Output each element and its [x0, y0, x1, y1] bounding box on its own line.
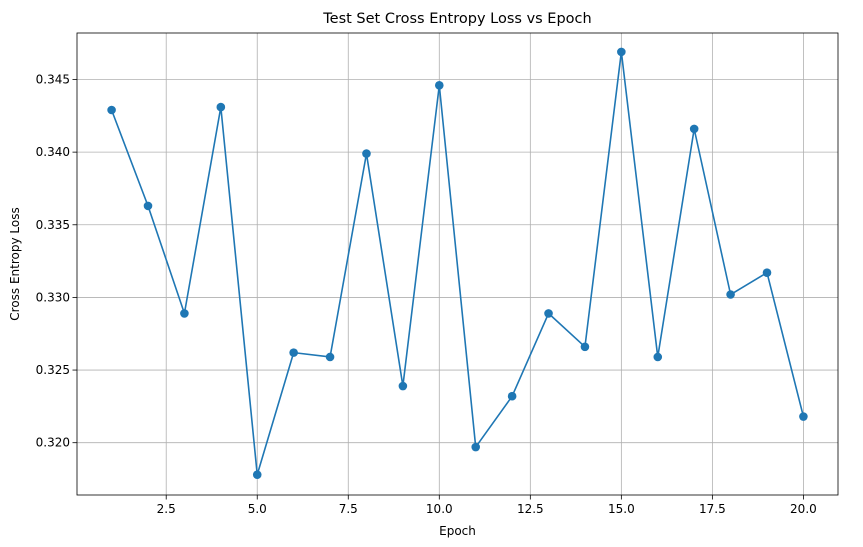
x-tick-label: 17.5 — [699, 502, 726, 516]
data-point — [252, 470, 262, 479]
y-axis-ticks: 0.320 0.325 0.330 0.335 0.340 0.345 — [36, 72, 77, 450]
data-point — [398, 381, 408, 391]
chart-title: Test Set Cross Entropy Loss vs Epoch — [322, 11, 591, 27]
x-tick-label: 15.0 — [608, 502, 635, 516]
data-point — [471, 442, 481, 452]
data-point — [762, 268, 772, 278]
data-point — [107, 105, 116, 115]
x-tick-label: 20.0 — [790, 502, 817, 516]
data-point — [325, 352, 335, 362]
x-tick-label: 2.5 — [157, 502, 176, 516]
y-tick-label: 0.320 — [36, 436, 70, 450]
y-tick-label: 0.340 — [36, 145, 70, 159]
data-point — [544, 309, 553, 318]
x-tick-label: 10.0 — [426, 502, 453, 516]
data-point — [580, 342, 590, 352]
data-point — [180, 309, 189, 318]
data-point — [617, 47, 626, 57]
data-point — [726, 290, 735, 299]
grid-lines — [77, 33, 838, 495]
data-point — [799, 412, 808, 421]
y-tick-label: 0.345 — [36, 72, 70, 86]
series-layer — [107, 47, 808, 479]
series-line — [110, 51, 805, 476]
x-axis-label: Epoch — [439, 524, 476, 538]
data-point — [689, 124, 699, 134]
data-point — [434, 81, 444, 90]
x-tick-label: 12.5 — [517, 502, 544, 516]
x-tick-label: 7.5 — [339, 502, 358, 516]
x-axis-ticks: 2.5 5.0 7.5 10.0 12.5 15.0 17.5 20.0 — [157, 495, 817, 516]
y-tick-label: 0.325 — [36, 363, 70, 377]
y-tick-label: 0.335 — [36, 218, 70, 232]
y-axis-label: Cross Entropy Loss — [8, 207, 22, 320]
data-point — [653, 352, 663, 362]
x-tick-label: 5.0 — [248, 502, 267, 516]
data-point — [143, 201, 153, 211]
data-point — [289, 348, 298, 357]
data-point — [216, 102, 226, 112]
y-tick-label: 0.330 — [36, 290, 70, 304]
plot-frame — [76, 32, 839, 496]
data-point — [362, 149, 371, 158]
data-point — [507, 391, 517, 401]
